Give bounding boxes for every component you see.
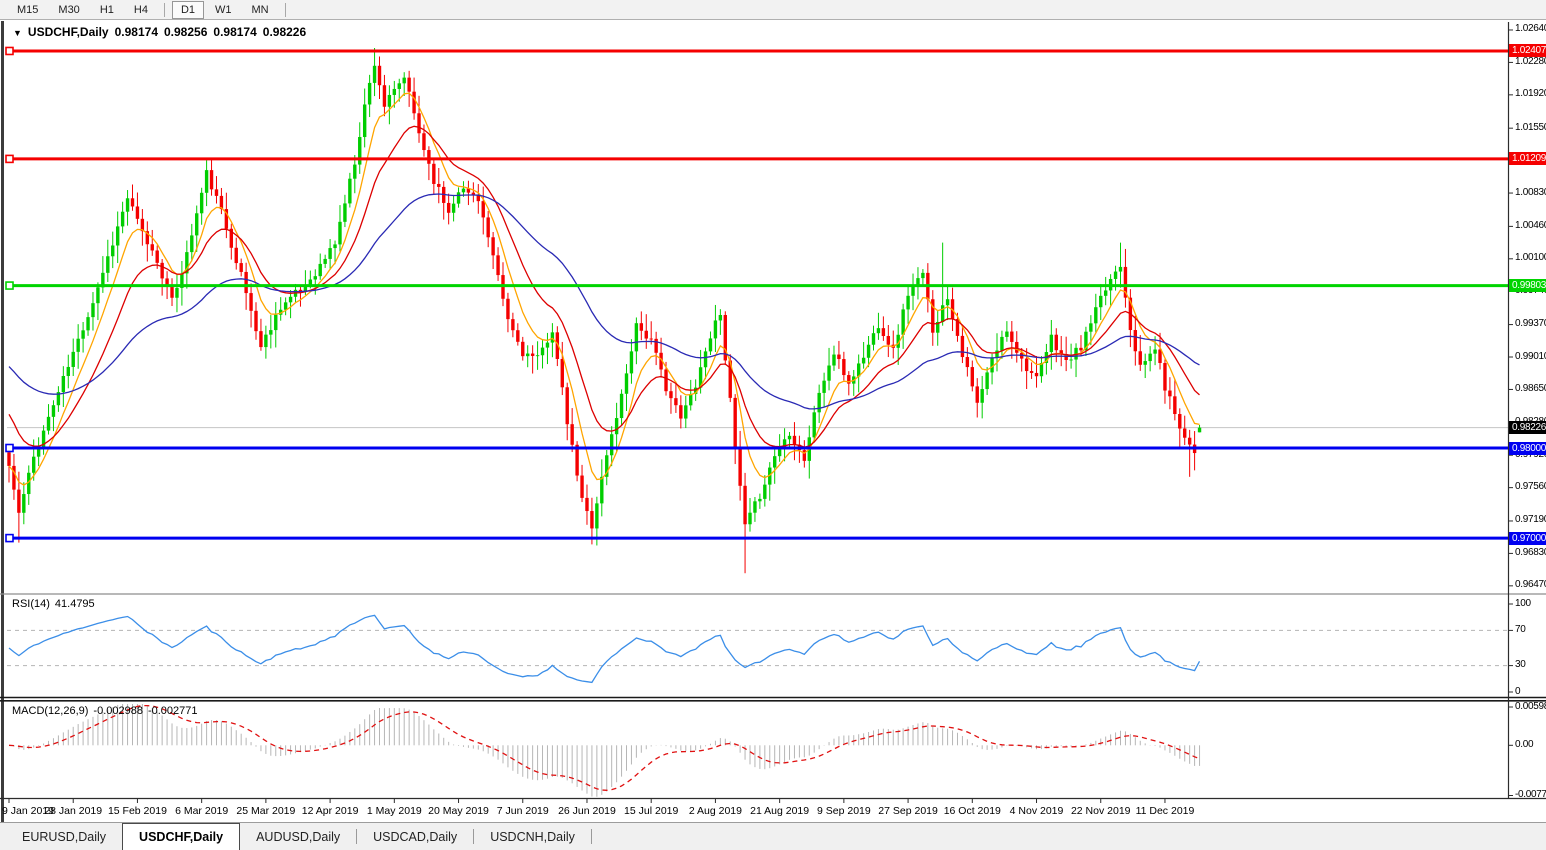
- ohlc-open: 0.98174: [114, 25, 158, 39]
- tab-separator: [590, 829, 592, 844]
- line-anchor-marker[interactable]: [5, 46, 14, 56]
- chart-dropdown-icon[interactable]: ▼: [13, 28, 22, 38]
- macd-histogram: [13, 704, 1201, 797]
- timeframe-button-d1[interactable]: D1: [171, 0, 204, 19]
- tab-usdcnh-daily[interactable]: USDCNH,Daily: [490, 829, 575, 844]
- rsi-name: RSI(14): [12, 598, 50, 610]
- rsi-value: 41.4795: [54, 598, 95, 610]
- timeframe-button-h1[interactable]: H1: [99, 3, 114, 16]
- toolbar-separator: [284, 2, 286, 17]
- ma-medium-line: [8, 125, 1200, 448]
- timeframe-toolbar: M15 M30 H1 H4 D1 W1 MN: [0, 0, 1546, 20]
- macd-indicator-label: MACD(12,26,9) -0.002988 -0.002771: [12, 705, 203, 717]
- line-anchor-marker[interactable]: [5, 154, 14, 164]
- ohlc-high: 0.98256: [164, 25, 208, 39]
- timeframe-button-w1[interactable]: W1: [215, 3, 232, 16]
- timeframe-button-h4[interactable]: H4: [133, 3, 148, 16]
- line-anchor-marker[interactable]: [5, 533, 14, 543]
- symbol-tab-bar: EURUSD,Daily USDCHF,Daily AUDUSD,Daily U…: [0, 822, 1546, 850]
- chart-window-left-border: [1, 21, 4, 822]
- timeframe-button-mn[interactable]: MN: [251, 3, 269, 16]
- candlesticks: [7, 48, 1202, 574]
- ma-fast-line: [8, 92, 1200, 486]
- macd-signal-line: [8, 704, 1200, 791]
- macd-main-value: -0.002988: [93, 705, 143, 717]
- ohlc-low: 0.98174: [213, 25, 257, 39]
- toolbar-separator: [163, 2, 165, 17]
- tab-usdchf-daily[interactable]: USDCHF,Daily: [122, 823, 241, 850]
- line-anchor-marker[interactable]: [5, 281, 14, 290]
- rsi-indicator-label: RSI(14) 41.4795: [12, 598, 100, 610]
- line-anchor-marker[interactable]: [5, 443, 14, 453]
- tab-separator: [356, 829, 358, 844]
- ohlc-close: 0.98226: [262, 25, 307, 39]
- tab-eurusd-daily[interactable]: EURUSD,Daily: [22, 829, 107, 844]
- tab-usdcad-daily[interactable]: USDCAD,Daily: [373, 829, 458, 844]
- chart-symbol-label: USDCHF,Daily: [27, 25, 109, 39]
- timeframe-button-m30[interactable]: M30: [58, 3, 80, 16]
- rsi-line: [8, 614, 1201, 684]
- chart-title: ▼ USDCHF,Daily 0.98174 0.98256 0.98174 0.9822…: [13, 25, 312, 39]
- tab-audusd-daily[interactable]: AUDUSD,Daily: [256, 829, 341, 844]
- macd-name: MACD(12,26,9): [12, 705, 89, 717]
- timeframe-button-m15[interactable]: M15: [17, 3, 39, 16]
- ma-slow-line: [8, 193, 1200, 410]
- tab-separator: [473, 829, 475, 844]
- macd-signal-value: -0.002771: [147, 705, 198, 717]
